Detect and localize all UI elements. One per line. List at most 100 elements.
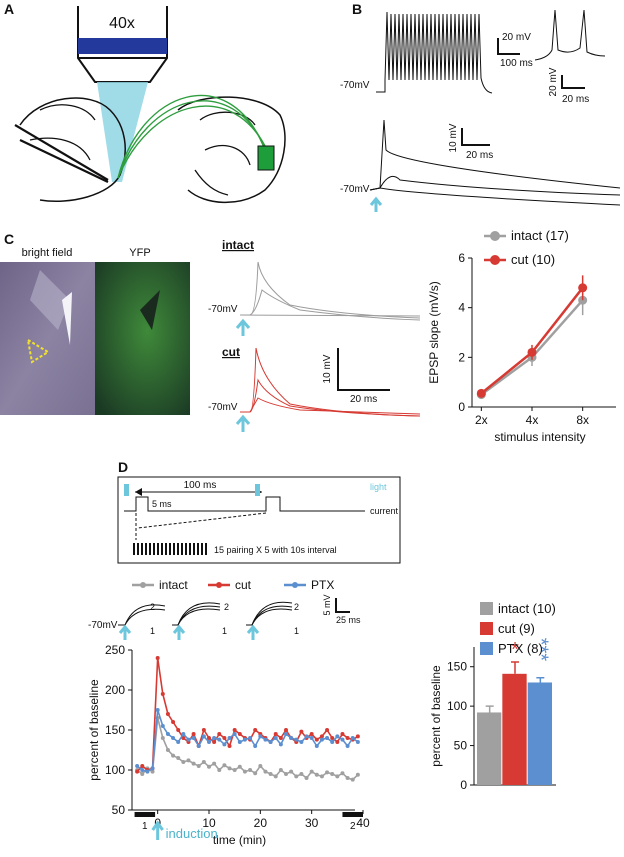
data-point	[330, 772, 335, 776]
data-point	[319, 734, 324, 739]
data-point	[273, 732, 278, 736]
data-point	[273, 774, 278, 779]
data-point	[314, 772, 319, 777]
interval-label: 100 ms	[184, 480, 217, 491]
data-point	[319, 737, 324, 742]
x-axis-title: time (min)	[213, 833, 266, 847]
data-point	[181, 732, 186, 736]
x-tick-label: 8x	[576, 413, 589, 427]
trace-label: 1	[222, 626, 227, 636]
scale-label: 20 ms	[350, 394, 377, 405]
legend-swatch	[480, 622, 493, 635]
data-point	[207, 736, 211, 740]
legend-marker	[140, 582, 146, 588]
y-axis-title: percent of baseline	[87, 679, 101, 781]
annotation: 1	[142, 821, 148, 832]
protocol: 100 ms 5 ms light current 15 pairing X 5…	[117, 476, 401, 564]
legend-label: intact	[159, 578, 188, 592]
d-traces: -70mV 2 1 2 1 2 1 5 mV 25 ms	[88, 594, 361, 640]
data-point	[165, 712, 170, 716]
data-point	[299, 772, 304, 776]
data-point	[237, 732, 242, 736]
data-point	[176, 728, 181, 732]
data-point	[201, 760, 206, 764]
trace-label: 2	[224, 602, 229, 612]
scale-label: 20 mV	[502, 32, 531, 43]
bar	[502, 673, 527, 785]
data-point	[253, 728, 258, 732]
data-point	[155, 708, 160, 712]
data-point	[232, 728, 237, 732]
panel-c-traces: intact -70mV cut -70mV 10 mV 20 ms	[208, 238, 421, 432]
objective-label: 40x	[109, 15, 135, 32]
data-point	[207, 740, 211, 744]
data-point	[335, 774, 340, 779]
panel-label: D	[118, 459, 128, 475]
traces-b: -70mV 20 mV 100 ms 20 mV 20 ms -70mV 10 …	[340, 9, 621, 212]
data-point	[176, 756, 181, 760]
scale-label: 20 ms	[466, 150, 493, 161]
y-tick-label: 250	[105, 643, 125, 657]
legend-label: PTX	[311, 578, 334, 592]
data-point	[227, 736, 232, 740]
bar	[477, 712, 502, 785]
panel-label: B	[352, 1, 362, 17]
data-point	[350, 736, 355, 740]
data-point	[258, 764, 263, 768]
data-point	[248, 768, 253, 772]
data-point	[263, 737, 268, 742]
data-point	[150, 769, 155, 774]
vm-label: -70mV	[340, 184, 370, 195]
data-point	[186, 737, 191, 742]
trace-label: 2	[150, 602, 155, 612]
panel-label: C	[4, 231, 14, 247]
data-point	[186, 758, 191, 763]
data-point	[284, 728, 288, 732]
data-point	[217, 732, 222, 736]
data-point	[222, 763, 227, 768]
data-point	[140, 768, 145, 772]
image-label: YFP	[129, 247, 150, 259]
current-label: current	[370, 506, 399, 516]
data-point	[263, 769, 268, 774]
y-tick-label: 100	[447, 699, 467, 713]
trace-label: 1	[150, 626, 155, 636]
data-point	[207, 764, 211, 769]
x-axis-title: stimulus intensity	[494, 430, 585, 444]
vm-label: -70mV	[208, 304, 238, 315]
data-point	[222, 742, 227, 747]
data-point	[165, 748, 170, 752]
data-point	[201, 734, 206, 739]
data-point	[355, 740, 360, 744]
data-point	[191, 761, 196, 766]
data-point	[227, 766, 232, 771]
y-tick-label: 4	[458, 301, 465, 315]
error-bar	[485, 705, 494, 713]
data-point	[181, 760, 186, 764]
trace-group-label: cut	[222, 345, 240, 359]
scale-label: 10 mV	[322, 354, 333, 383]
data-point	[176, 740, 181, 744]
series-line	[480, 287, 584, 395]
data-point	[330, 740, 335, 744]
data-point	[165, 732, 170, 736]
data-point	[335, 734, 340, 739]
y-axis-title: percent of baseline	[429, 665, 443, 767]
data-point	[253, 744, 258, 748]
light-label: light	[370, 482, 387, 492]
data-point	[135, 764, 140, 768]
data-point	[309, 769, 314, 774]
data-point	[237, 740, 242, 744]
panel-c-images: bright field YFP	[0, 247, 190, 415]
data-point	[289, 769, 294, 774]
panel-label: A	[4, 1, 14, 17]
data-point	[330, 736, 335, 740]
y-tick-label: 0	[458, 400, 465, 414]
data-point	[278, 742, 283, 747]
y-axis-title: EPSP slope (mV/s)	[427, 281, 441, 383]
scale-label: 20 mV	[548, 67, 559, 96]
legend-label: cut	[235, 578, 252, 592]
x-tick-label: 4x	[526, 413, 539, 427]
data-point	[345, 744, 350, 748]
y-tick-label: 200	[105, 683, 125, 697]
